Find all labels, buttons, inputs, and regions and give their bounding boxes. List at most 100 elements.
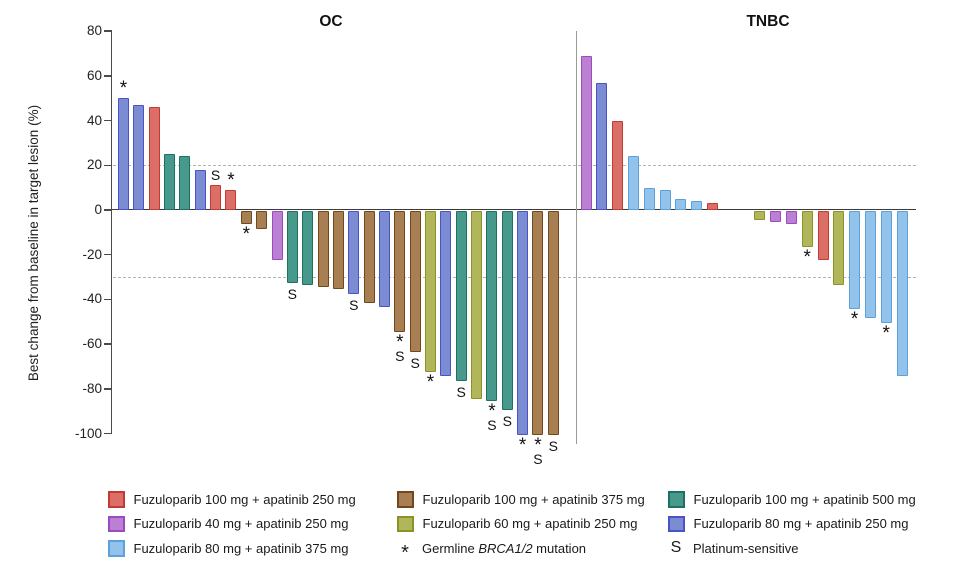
bar (864, 211, 876, 319)
y-tick-mark (104, 75, 111, 77)
y-tick-label: 60 (86, 67, 102, 83)
y-tick-mark (104, 164, 111, 166)
brca-mutation-marker: * (227, 169, 235, 191)
y-tick-label: 80 (86, 23, 102, 39)
bar (849, 211, 861, 310)
legend-column: Fuzuloparib 100 mg + apatinib 500 mg Fuzu… (668, 487, 916, 561)
brca-mutation-marker: * (534, 434, 542, 456)
legend-item: Fuzuloparib 80 mg + apatinib 375 mg (108, 536, 397, 561)
bar (643, 187, 655, 210)
brca-mutation-marker: * (803, 246, 811, 268)
legend-column: Fuzuloparib 100 mg + apatinib 250 mg Fuzu… (108, 487, 397, 561)
brca-mutation-marker: * (488, 401, 496, 422)
platinum-sensitive-marker: S (410, 354, 420, 371)
y-tick-label: -80 (82, 380, 102, 396)
bar (880, 211, 892, 323)
bar (455, 211, 467, 381)
bar (348, 211, 360, 294)
legend-item: S Platinum-sensitive (668, 536, 916, 561)
bar (754, 211, 766, 220)
platinum-sensitive-marker: S (487, 417, 497, 433)
y-tick-mark (104, 343, 111, 345)
legend-item: Fuzuloparib 40 mg + apatinib 250 mg (108, 512, 397, 537)
y-tick-mark (104, 388, 111, 390)
bar (286, 211, 298, 283)
legend-label: Fuzuloparib 40 mg + apatinib 250 mg (133, 516, 349, 532)
legend-label: Fuzuloparib 100 mg + apatinib 250 mg (133, 491, 356, 507)
s-marker-icon: S (670, 539, 682, 557)
legend-item: * Germline BRCA1/2 mutation (401, 540, 587, 565)
bar (486, 211, 498, 401)
bar (240, 211, 252, 225)
brca-mutation-marker: * (426, 371, 435, 393)
y-tick-label: 40 (86, 112, 102, 128)
legend-label: Platinum-sensitive (693, 540, 799, 556)
bar (691, 201, 703, 210)
platinum-sensitive-marker: S (287, 285, 298, 302)
bar (612, 120, 624, 210)
legend-swatch-icon (397, 515, 414, 532)
bar (785, 211, 797, 225)
y-axis-line (110, 30, 112, 434)
bar (133, 104, 145, 210)
panel-title: TNBC (746, 13, 790, 30)
y-tick-mark (104, 254, 111, 256)
y-tick-label: -60 (82, 336, 102, 352)
bar (580, 55, 592, 210)
platinum-sensitive-marker: S (533, 450, 543, 467)
y-tick-label: -20 (82, 246, 102, 262)
brca-mutation-marker: * (850, 309, 859, 331)
bar (627, 156, 639, 210)
bar (532, 211, 544, 435)
legend-column: Fuzuloparib 100 mg + apatinib 375 mg Fuzu… (397, 487, 668, 565)
bar (547, 211, 559, 435)
legend-item: Fuzuloparib 100 mg + apatinib 500 mg (668, 487, 916, 512)
bar (409, 211, 421, 352)
bar (164, 154, 176, 210)
legend-item: Fuzuloparib 60 mg + apatinib 250 mg (397, 512, 668, 537)
legend-label: Fuzuloparib 100 mg + apatinib 500 mg (693, 491, 916, 507)
bar (501, 211, 513, 410)
bar (271, 211, 283, 261)
legend-label: Fuzuloparib 80 mg + apatinib 250 mg (693, 516, 909, 532)
bar (833, 211, 845, 285)
platinum-sensitive-marker: S (395, 347, 405, 364)
legend-label: Fuzuloparib 60 mg + apatinib 250 mg (422, 516, 638, 532)
legend-swatch-icon (108, 540, 125, 557)
panel-title: OC (319, 13, 343, 30)
legend-item: Fuzuloparib 100 mg + apatinib 250 mg (108, 487, 397, 512)
panel-divider (575, 31, 577, 444)
bar (179, 156, 191, 210)
y-tick-mark (104, 432, 111, 435)
bar (801, 211, 813, 247)
bar (659, 189, 671, 210)
brca-mutation-marker: * (242, 224, 250, 246)
bar (378, 211, 390, 308)
bar (210, 185, 222, 210)
bar (896, 211, 908, 377)
bar (256, 211, 268, 229)
bar (596, 82, 608, 210)
bar (817, 211, 829, 261)
bar (194, 169, 206, 210)
y-tick-mark (104, 298, 111, 301)
legend-item: Fuzuloparib 80 mg + apatinib 250 mg (668, 512, 916, 537)
bar (148, 107, 160, 210)
reference-line (112, 277, 916, 279)
legend-swatch-icon (108, 491, 125, 508)
platinum-sensitive-marker: S (502, 412, 512, 429)
bar (706, 203, 718, 210)
legend-item: Fuzuloparib 100 mg + apatinib 375 mg (397, 487, 668, 512)
bar (675, 198, 687, 210)
y-tick-mark (104, 119, 111, 122)
y-tick-label: 20 (86, 157, 102, 173)
legend-label: Fuzuloparib 80 mg + apatinib 375 mg (133, 540, 349, 556)
y-tick-label: -40 (82, 291, 102, 307)
bar (225, 189, 237, 210)
bar (118, 98, 129, 210)
bar (770, 211, 782, 223)
brca-mutation-marker: * (119, 78, 128, 100)
legend-swatch-icon (668, 491, 685, 508)
legend-label: Fuzuloparib 100 mg + apatinib 375 mg (422, 491, 645, 507)
bar (302, 211, 314, 285)
